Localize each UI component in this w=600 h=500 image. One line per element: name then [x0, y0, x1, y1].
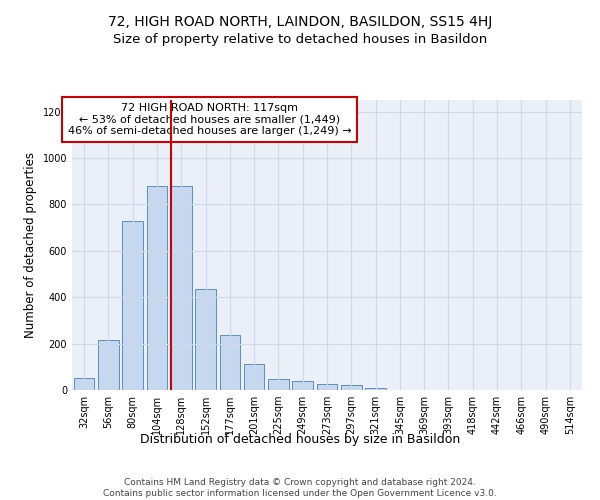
Text: 72, HIGH ROAD NORTH, LAINDON, BASILDON, SS15 4HJ: 72, HIGH ROAD NORTH, LAINDON, BASILDON, … [108, 15, 492, 29]
Bar [122, 220, 143, 390]
Bar [171, 186, 191, 390]
Y-axis label: Number of detached properties: Number of detached properties [24, 152, 37, 338]
Text: Distribution of detached houses by size in Basildon: Distribution of detached houses by size … [140, 432, 460, 446]
Bar [195, 289, 216, 390]
Bar [268, 379, 289, 390]
Bar [74, 378, 94, 390]
Bar [365, 388, 386, 390]
Bar [98, 340, 119, 390]
Bar [220, 336, 240, 390]
Text: Size of property relative to detached houses in Basildon: Size of property relative to detached ho… [113, 32, 487, 46]
Bar [341, 385, 362, 390]
Text: Contains HM Land Registry data © Crown copyright and database right 2024.
Contai: Contains HM Land Registry data © Crown c… [103, 478, 497, 498]
Bar [292, 382, 313, 390]
Bar [317, 384, 337, 390]
Bar [244, 364, 265, 390]
Bar [146, 186, 167, 390]
Text: 72 HIGH ROAD NORTH: 117sqm
← 53% of detached houses are smaller (1,449)
46% of s: 72 HIGH ROAD NORTH: 117sqm ← 53% of deta… [68, 103, 352, 136]
